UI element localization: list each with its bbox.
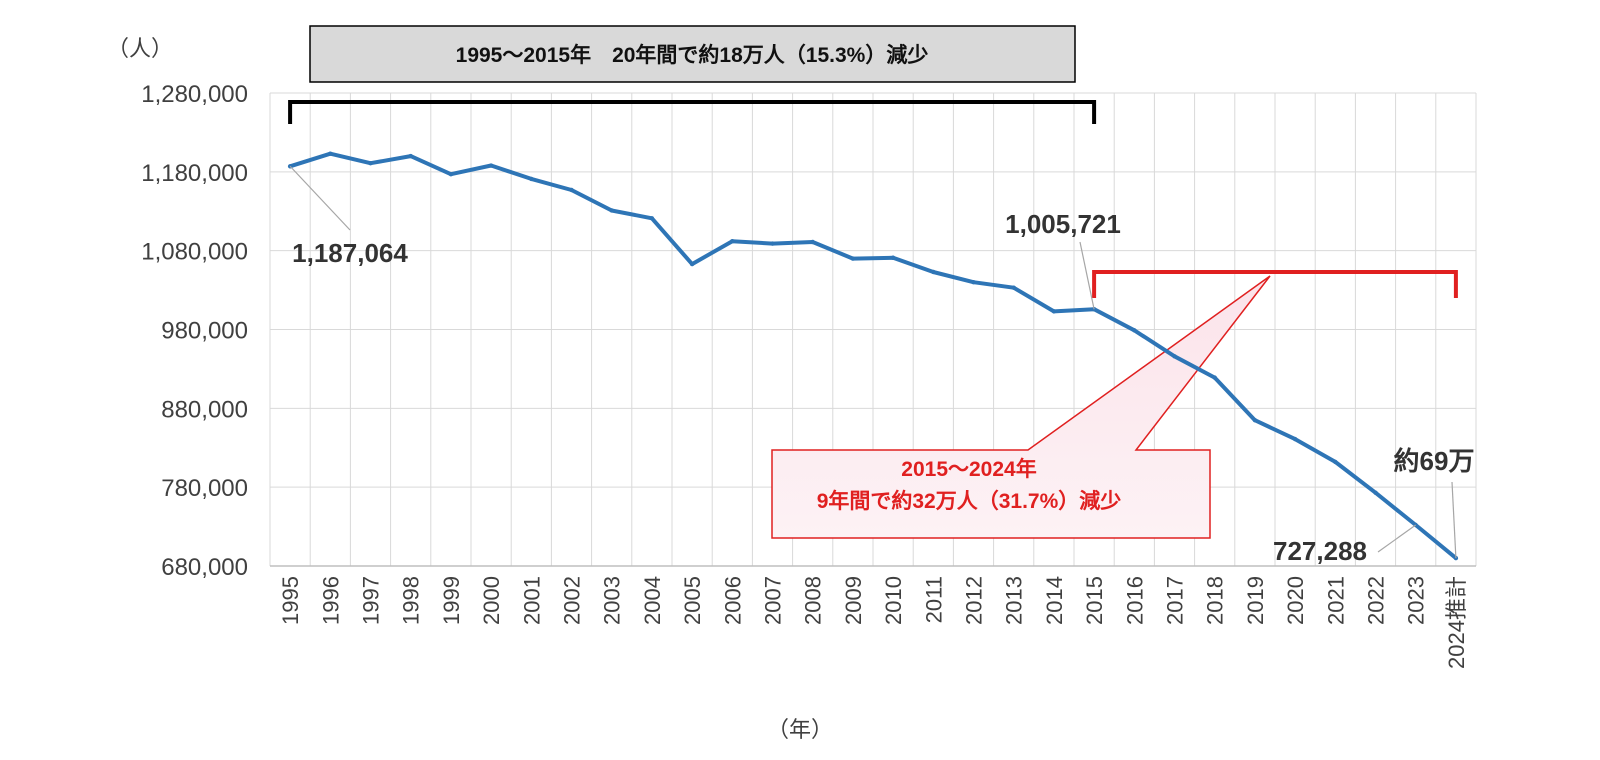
- data-point-2000: [488, 163, 494, 168]
- x-tick-label-9: 2004: [640, 576, 665, 625]
- data-point-1996: [328, 151, 333, 156]
- red-callout-line1: 2015～2024年: [901, 457, 1036, 481]
- x-tick-label-10: 2005: [680, 576, 705, 625]
- x-tick-label-0: 1995: [278, 576, 303, 625]
- data-point-2007: [770, 241, 775, 246]
- data-point-2022: [1373, 490, 1378, 495]
- x-tick-label-12: 2007: [761, 576, 786, 625]
- red-bracket-2015-2024: [1092, 270, 1458, 298]
- leader-1995: [289, 165, 351, 231]
- series-group: [287, 151, 1459, 561]
- data-point-2016: [1132, 328, 1137, 333]
- x-tick-label-19: 2014: [1042, 576, 1067, 625]
- x-axis-unit-label: （年）: [767, 717, 833, 742]
- x-tick-label-2: 1997: [359, 576, 384, 625]
- x-tick-label-26: 2021: [1323, 576, 1348, 625]
- y-tick-label-880000: 880,000: [161, 396, 248, 423]
- y-tick-labels: 680,000 780,000 880,000 980,000 1,080,000 1,1…: [141, 81, 248, 581]
- data-point-1999: [448, 171, 454, 177]
- y-tick-label-1180000: 1,180,000: [141, 160, 248, 187]
- x-tick-label-20: 2015: [1082, 576, 1107, 625]
- data-point-2010: [890, 255, 896, 260]
- top-summary-text: 1995～2015年 20年間で約18万人（15.3%）減少: [456, 43, 929, 67]
- data-point-2020: [1292, 436, 1298, 442]
- black-bracket-1995-2015: [288, 100, 1097, 124]
- red-callout-box: [771, 275, 1271, 539]
- label-2023-value: 727,288: [1273, 536, 1367, 566]
- data-point-2011: [931, 269, 936, 275]
- top-summary-box-bg: [309, 25, 1076, 83]
- y-tick-label-980000: 980,000: [161, 318, 248, 345]
- data-point-2005: [689, 261, 695, 267]
- x-tick-label-21: 2016: [1122, 576, 1147, 625]
- x-tick-label-1: 1996: [318, 576, 343, 625]
- data-point-2001: [529, 176, 534, 182]
- x-tick-label-7: 2002: [560, 576, 585, 625]
- leader-2023: [1377, 524, 1417, 553]
- x-tick-label-14: 2009: [841, 576, 866, 625]
- x-tick-labels: 1995 1996 1997 1998 1999 2000 2001 2002 2003 2004…: [278, 576, 1469, 669]
- y-tick-label-1080000: 1,080,000: [141, 239, 248, 266]
- label-2024-estimate: 約69万: [1394, 446, 1475, 476]
- leader-2024: [1451, 481, 1457, 559]
- y-tick-label-680000: 680,000: [161, 554, 248, 581]
- top-summary-box: 1995～2015年 20年間で約18万人（15.3%）減少: [309, 25, 1076, 83]
- data-point-2004: [649, 216, 655, 221]
- leader-2015: [1079, 241, 1095, 310]
- red-callout-line2: 9年間で約32万人（31.7%）減少: [817, 489, 1122, 513]
- data-point-2021: [1333, 459, 1338, 465]
- data-point-2009: [850, 256, 856, 261]
- series-line-0: [289, 151, 1458, 560]
- x-tick-label-29: 2024推計: [1444, 576, 1469, 669]
- x-tick-label-18: 2013: [1002, 576, 1027, 625]
- x-tick-label-8: 2003: [600, 576, 625, 625]
- y-tick-label-1280000: 1,280,000: [141, 81, 248, 108]
- data-point-2008: [810, 239, 815, 245]
- x-tick-label-23: 2018: [1203, 576, 1228, 625]
- x-tick-label-25: 2020: [1283, 576, 1308, 625]
- data-point-2024推計: [1453, 555, 1459, 561]
- red-callout: 2015～2024年 9年間で約32万人（31.7%）減少: [771, 275, 1271, 539]
- y-axis-unit-label: （人）: [107, 36, 173, 61]
- x-tick-label-3: 1998: [399, 576, 424, 625]
- data-point-2013: [1011, 285, 1016, 290]
- leader-lines: [289, 165, 1457, 559]
- x-tick-label-11: 2006: [720, 576, 745, 625]
- data-point-2018: [1212, 375, 1217, 380]
- y-tick-label-780000: 780,000: [161, 475, 248, 502]
- data-point-2014: [1051, 309, 1057, 314]
- x-tick-label-24: 2019: [1243, 576, 1268, 625]
- x-tick-label-4: 1999: [439, 576, 464, 625]
- x-tick-label-16: 2011: [921, 576, 946, 623]
- data-point-2015: [1091, 307, 1097, 312]
- x-tick-label-22: 2017: [1163, 576, 1188, 625]
- x-tick-label-17: 2012: [962, 576, 987, 625]
- data-point-2003: [609, 208, 614, 213]
- data-point-2019: [1252, 417, 1258, 423]
- data-point-2002: [569, 187, 574, 193]
- label-2015-value: 1,005,721: [1005, 209, 1121, 239]
- data-point-1997: [368, 160, 373, 166]
- x-tick-label-13: 2008: [801, 576, 826, 625]
- x-tick-label-15: 2010: [881, 576, 906, 625]
- x-tick-label-6: 2001: [519, 576, 544, 625]
- label-1995-value: 1,187,064: [292, 238, 408, 268]
- data-point-2012: [971, 280, 976, 285]
- x-tick-label-5: 2000: [479, 576, 504, 625]
- x-tick-label-28: 2023: [1404, 576, 1429, 625]
- data-point-1998: [408, 153, 413, 159]
- x-tick-label-27: 2022: [1364, 576, 1389, 625]
- data-point-2017: [1172, 354, 1177, 359]
- data-point-2006: [730, 239, 735, 244]
